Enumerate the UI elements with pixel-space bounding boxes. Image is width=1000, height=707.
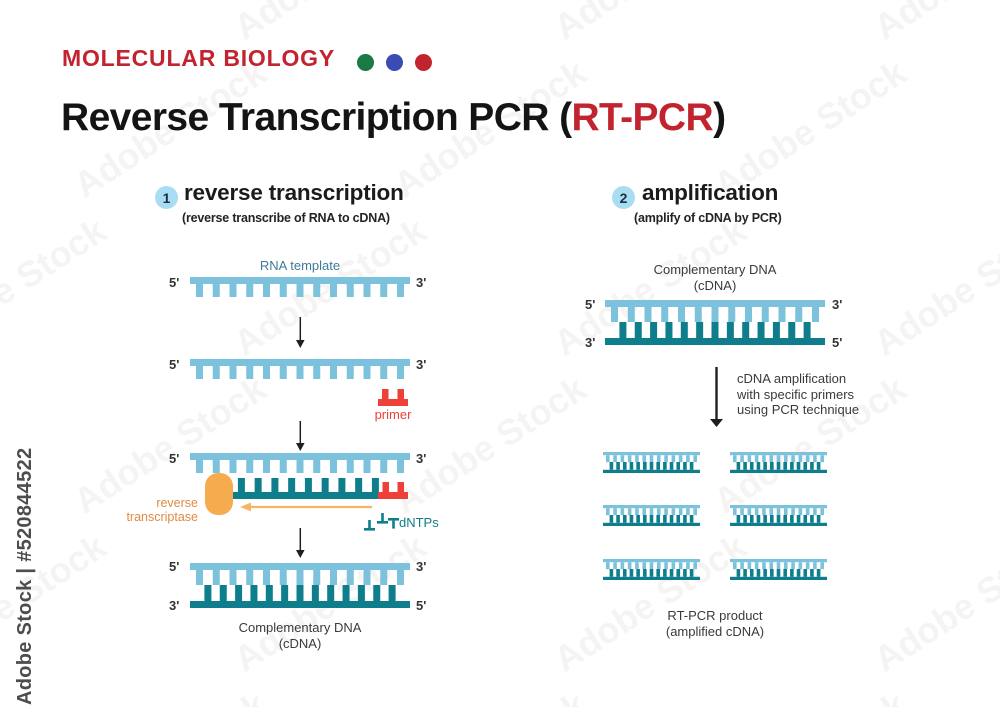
prime-label-5: 5' [169,559,180,574]
cdna-input-label: Complementary DNA (cDNA) [605,262,825,293]
diagonal-watermark: Adobe Stock [866,0,1000,49]
prime-label-5: 5' [832,335,843,350]
stock-id-watermark: Adobe Stock | #520844522 [14,447,36,705]
section-2-subtitle: (amplify of cDNA by PCR) [634,211,782,225]
enzyme-label-line2: transcriptase [126,509,198,524]
title-prefix: Reverse Transcription PCR ( [61,96,572,139]
diagonal-watermark: Adobe Stock [66,683,273,707]
reverse-transcription-complex [190,453,420,535]
cdna-label-line1: Complementary DNA [653,262,777,277]
diagonal-watermark: Adobe Stock [386,683,593,707]
section-1-subtitle: (reverse transcribe of RNA to cDNA) [182,211,390,225]
title-highlight: RT-PCR [571,96,714,139]
pcr-down-arrow-icon [709,367,724,429]
prime-label-5: 5' [169,451,180,466]
cdna-duplex [605,300,825,345]
prime-label-5: 5' [585,297,596,312]
diagonal-watermark: Adobe Stock [0,209,114,364]
pcr-caption-line2: with specific primers [737,386,855,402]
rt-pcr-product-label: RT-PCR product (amplified cDNA) [605,608,825,639]
enzyme-label-line1: reverse [156,496,198,510]
step-2-badge: 2 [612,186,635,209]
prime-label-3: 3' [832,297,843,312]
diagonal-watermark: Adobe Stock [866,525,1000,680]
section-2-heading: amplification [642,180,779,205]
primer-label: primer [374,407,412,422]
product-label-line1: RT-PCR product [667,608,763,623]
brand-dot-icon [415,54,432,71]
cdna-label-line1: Complementary DNA [238,620,362,635]
diagonal-watermark: Adobe Stock [546,0,753,49]
prime-label-3: 3' [169,598,180,613]
diagonal-watermark: Adobe Stock [546,525,754,680]
prime-label-3: 3' [585,335,596,350]
cdna-label-line2: (cDNA) [693,277,737,293]
prime-label-3: 3' [416,275,427,290]
rna-template-strand [190,277,410,298]
down-arrow-icon [295,317,306,350]
title-suffix: ) [713,96,726,139]
reverse-transcriptase-label: reverse transcriptase [112,496,198,524]
pcr-caption-line3: using PCR technique [737,402,860,417]
cdna-product-label: Complementary DNA (cDNA) [190,620,410,651]
brand-label: MOLECULAR BIOLOGY [62,45,335,71]
down-arrow-icon [295,528,306,560]
diagonal-watermark: Adobe Stock [226,0,433,49]
prime-label-3: 3' [416,357,427,372]
product-label-line2: (amplified cDNA) [665,623,765,639]
amplified-cdna-strand [603,559,700,580]
rna-with-primer-strand [190,359,410,406]
step-1-badge: 1 [155,186,178,209]
pcr-arrow-caption: cDNA amplification with specific primers… [737,371,859,418]
diagonal-watermark: Adobe Stock [706,683,913,707]
page-title: Reverse Transcription PCR (RT-PCR) [61,96,726,140]
brand-dots [357,54,432,71]
rna-template-label: RNA template [259,258,341,273]
section-1-heading: reverse transcription [184,180,404,205]
cdna-label-line2: (cDNA) [278,635,322,651]
prime-label-5: 5' [416,598,427,613]
pcr-caption-line1: cDNA amplification [737,371,847,386]
prime-label-5: 5' [169,275,180,290]
cdna-duplex [190,563,410,608]
amplified-cdna-strand [603,452,700,473]
brand-dot-icon [386,54,403,71]
prime-label-3: 3' [416,559,427,574]
amplified-cdna-strand [730,505,827,526]
dntps-label: dNTPs [399,515,439,530]
diagonal-watermark: Adobe Stock [866,209,1000,364]
amplified-cdna-strand [603,505,700,526]
prime-label-3: 3' [416,451,427,466]
amplified-cdna-strand [730,452,827,473]
prime-label-5: 5' [169,357,180,372]
diagonal-watermark: Adobe Stock [0,0,114,49]
down-arrow-icon [295,421,306,453]
amplified-cdna-strand [730,559,827,580]
brand-dot-icon [357,54,374,71]
